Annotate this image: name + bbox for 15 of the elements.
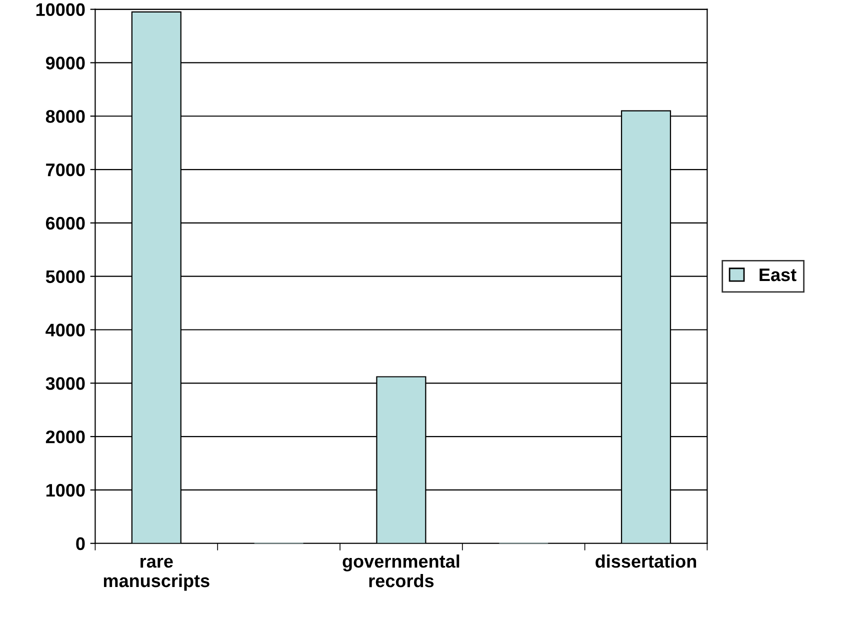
y-tick-label: 6000 [46, 216, 85, 230]
x-tick-label: dissertation [596, 554, 696, 568]
y-tick-label: 10000 [36, 3, 85, 16]
y-tick-label: 0 [76, 537, 85, 550]
legend-label: East [760, 268, 796, 282]
y-tick-label: 5000 [46, 270, 85, 284]
y-tick-label: 2000 [46, 430, 85, 444]
y-tick-label: 4000 [46, 324, 85, 336]
y-tick-label: 7000 [46, 163, 85, 176]
x-tick-label: governmental records [342, 554, 460, 588]
y-tick-label: 3000 [46, 377, 85, 390]
x-tick-label: rare manuscripts [104, 558, 210, 591]
y-tick-label: 8000 [46, 110, 85, 123]
y-tick-label: 1000 [46, 484, 85, 497]
y-tick-label: 9000 [46, 56, 85, 70]
